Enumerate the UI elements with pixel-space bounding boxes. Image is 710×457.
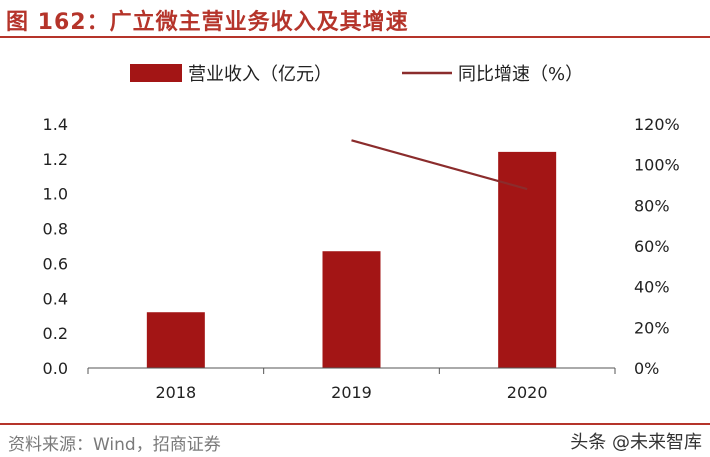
y-left-tick-label: 0.4	[43, 289, 68, 308]
source-divider	[0, 423, 710, 425]
revenue-bar	[322, 251, 381, 368]
y-right-tick-label: 0%	[634, 359, 659, 378]
y-right-tick-label: 120%	[634, 115, 680, 134]
y-right-tick-label: 100%	[634, 156, 680, 175]
source-note: 资料来源：Wind，招商证券	[8, 435, 221, 455]
y-right-tick-label: 40%	[634, 278, 670, 297]
legend-label-growth: 同比增速（%）	[458, 64, 583, 85]
y-left-tick-label: 0.6	[43, 254, 68, 273]
x-tick-label: 2019	[331, 383, 372, 402]
revenue-chart: 营业收入（亿元） 同比增速（%） 0.0 0.2 0.4 0.6 0.8 1.0 1.2 1.4…	[43, 64, 680, 402]
y-left-tick-label: 0.2	[43, 324, 68, 343]
y-right-tick-label: 60%	[634, 237, 670, 256]
legend-label-revenue: 营业收入（亿元）	[188, 64, 332, 85]
revenue-bar	[146, 312, 205, 368]
figure-title: 图 162：广立微主营业务收入及其增速	[6, 10, 409, 35]
growth-line	[351, 139, 528, 191]
revenue-bar	[498, 151, 557, 368]
y-left-tick-label: 1.4	[43, 115, 68, 134]
title-divider	[0, 36, 710, 38]
chart-legend: 营业收入（亿元） 同比增速（%）	[130, 64, 583, 85]
x-tick-label: 2020	[507, 383, 548, 402]
y-right-tick-label: 20%	[634, 318, 670, 337]
legend-swatch-revenue	[130, 64, 182, 82]
plot-area: 0.0 0.2 0.4 0.6 0.8 1.0 1.2 1.4 0% 20% 40% 60% 80% 10…	[43, 115, 680, 402]
watermark-text: 头条 @未来智库	[570, 432, 702, 453]
y-left-tick-label: 1.2	[43, 150, 68, 169]
y-left-tick-label: 1.0	[43, 185, 68, 204]
y-right-tick-label: 80%	[634, 196, 670, 215]
y-left-tick-label: 0.0	[43, 359, 68, 378]
y-left-tick-label: 0.8	[43, 220, 68, 239]
x-tick-label: 2018	[155, 383, 196, 402]
